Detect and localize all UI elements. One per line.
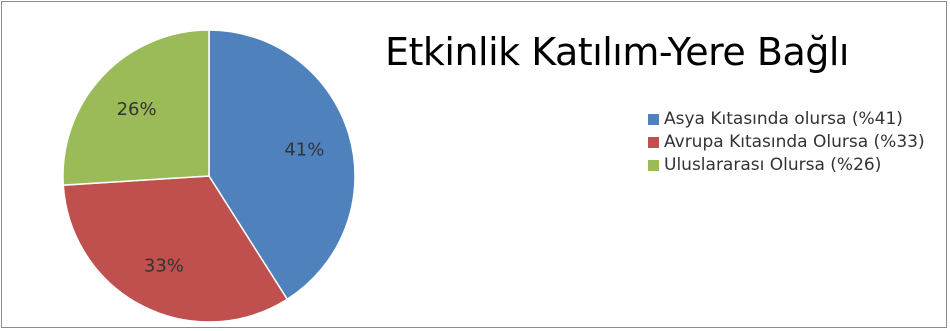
legend-swatch-avrupa [648, 137, 659, 148]
legend: Asya Kıtasında olursa (%41) Avrupa Kıtas… [648, 108, 948, 177]
data-label-asya: 41% [284, 139, 324, 160]
legend-item-asya: Asya Kıtasında olursa (%41) [648, 108, 948, 131]
data-label-avrupa: 33% [144, 255, 184, 276]
legend-label-uluslararasi: Uluslararası Olursa (%26) [664, 155, 882, 175]
legend-swatch-uluslararasi [648, 160, 659, 171]
legend-item-avrupa: Avrupa Kıtasında Olursa (%33) [648, 131, 948, 154]
pie-slice-uluslararasi [62, 29, 210, 186]
pie-slice-asya [208, 29, 356, 301]
legend-label-asya: Asya Kıtasında olursa (%41) [664, 109, 903, 129]
chart-title: Etkinlik Katılım-Yere Bağlı [385, 30, 849, 74]
legend-label-avrupa: Avrupa Kıtasında Olursa (%33) [664, 132, 925, 152]
legend-swatch-asya [648, 114, 659, 125]
pie-slice-avrupa [62, 175, 289, 323]
data-label-uluslararasi: 26% [117, 99, 157, 120]
legend-item-uluslararasi: Uluslararası Olursa (%26) [648, 154, 948, 177]
pie-chart: 41% 33% 26% [62, 29, 356, 323]
